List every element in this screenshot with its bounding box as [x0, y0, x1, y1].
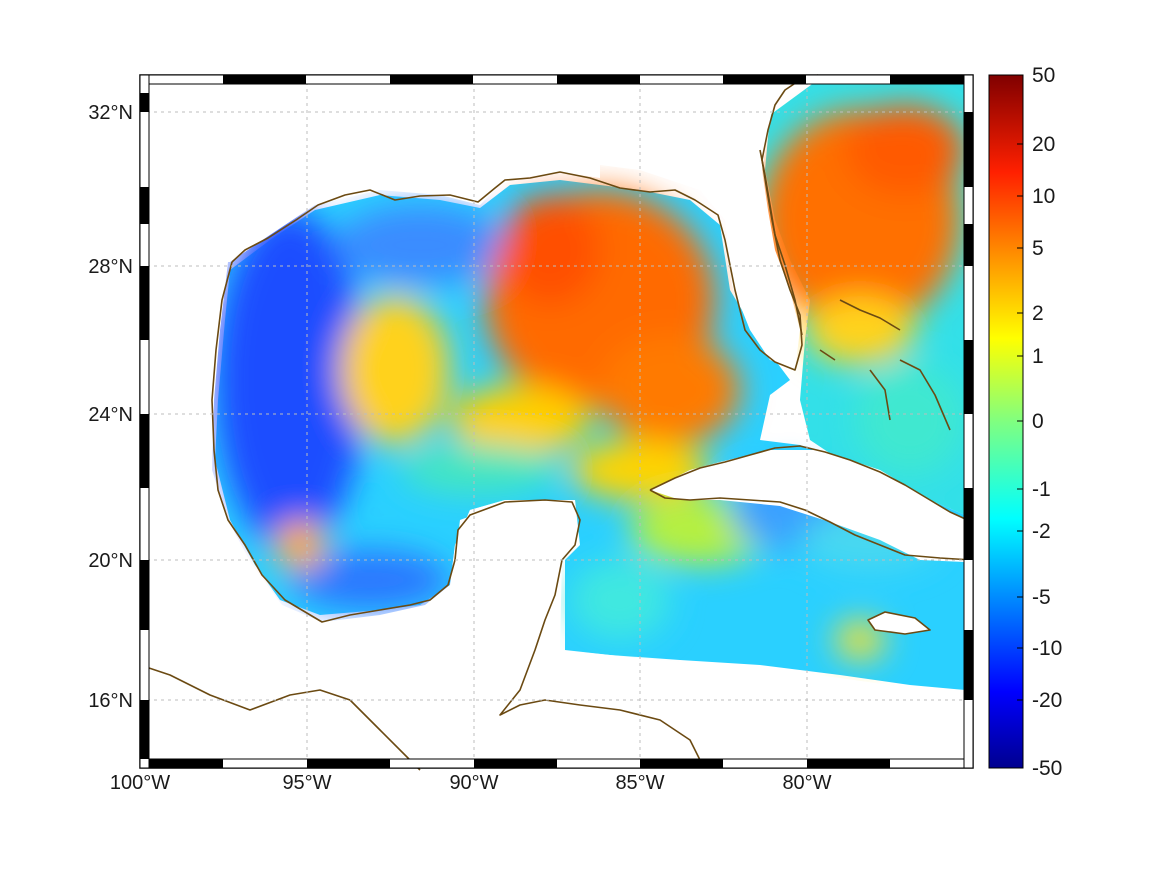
- lat-tick-label: 20°N: [88, 550, 133, 572]
- jamaica-land: [868, 612, 930, 634]
- field-blobs: [215, 105, 965, 660]
- colorbar-tick-label: 1: [1032, 345, 1044, 368]
- lon-tick-label: 100°W: [110, 772, 170, 794]
- florida-land: [600, 75, 800, 370]
- colorbar-tick-label: 2: [1032, 302, 1044, 325]
- colorbar-tick-label: -1: [1032, 478, 1051, 501]
- lon-tick-label: 95°W: [282, 772, 331, 794]
- colorbar-tick-label: 5: [1032, 237, 1044, 260]
- colorbar-tick-label: -50: [1032, 757, 1062, 780]
- mexico-coastline: [211, 261, 701, 761]
- lon-tick-labels: 100°W 95°W 90°W 85°W 80°W: [110, 772, 832, 794]
- grid-lines: [140, 75, 973, 768]
- lon-tick-label: 90°W: [449, 772, 498, 794]
- jamaica-coastline: [867, 611, 931, 635]
- lat-tick-label: 32°N: [88, 102, 133, 124]
- colorbar-tick-label: -2: [1032, 520, 1051, 543]
- lat-tick-label: 16°N: [88, 690, 133, 712]
- data-field: [140, 75, 973, 768]
- atlantic-coastline: [759, 149, 803, 336]
- colorbar-tick-label: -10: [1032, 637, 1062, 660]
- bahamas-coastline: [819, 299, 951, 431]
- lon-tick-label: 80°W: [782, 772, 831, 794]
- colorbar-tick-label: -5: [1032, 586, 1051, 609]
- lat-tick-label: 24°N: [88, 404, 133, 426]
- colorbar-tick-label: 0: [1032, 410, 1044, 433]
- coastlines: [139, 74, 973, 771]
- map-frame: [139, 74, 974, 769]
- pacific-coastline: [139, 664, 421, 771]
- lon-tick-label: 85°W: [615, 772, 664, 794]
- colorbar-tick-label: 50: [1032, 64, 1055, 87]
- colorbar-tick-label: 20: [1032, 133, 1055, 156]
- us-north-land: [140, 75, 600, 262]
- lat-tick-label: 28°N: [88, 256, 133, 278]
- cuba-land: [650, 450, 965, 562]
- land-mask: [140, 75, 973, 768]
- lat-tick-labels: 32°N 28°N 24°N 20°N 16°N: [88, 102, 133, 712]
- colorbar-tick-label: 10: [1032, 185, 1055, 208]
- cuba-coastline: [649, 445, 973, 561]
- colorbar-tick-label: -20: [1032, 689, 1062, 712]
